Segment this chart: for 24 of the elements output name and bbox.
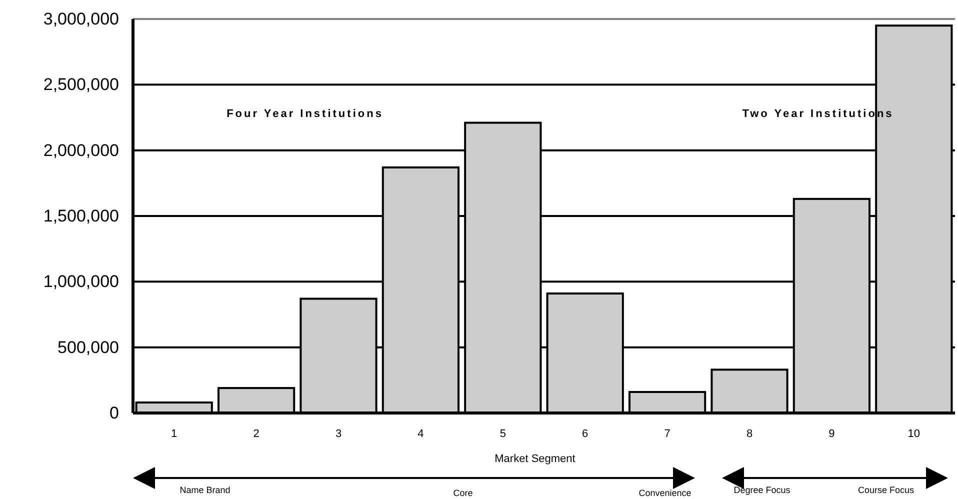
text: Convenience [638,488,692,498]
text: Degree Focus [734,485,791,495]
x-tick-label: 9 [828,428,835,440]
x-axis-title: Market Segment [494,453,576,465]
text: Course Focus [858,485,915,495]
x-tick-label: 5 [500,428,506,440]
text: Name Brand [180,485,230,495]
x-tick-label: 4 [418,428,424,440]
x-tick-label: 2 [253,428,260,440]
x-tick-label: 8 [746,428,753,440]
y-tick-label: 2,500,000 [43,75,119,94]
y-tick-label: 500,000 [58,338,119,357]
x-tick-label: 3 [335,428,342,440]
x-tick-label: 6 [582,428,588,440]
y-tick-label: 3,000,000 [43,9,119,28]
x-tick-label: 7 [664,428,670,440]
y-tick-label: 0 [110,403,119,422]
y-tick-label: 2,000,000 [43,140,119,160]
x-tick-label: 1 [171,428,178,440]
y-tick-label: 1,500,000 [43,206,119,226]
x-tick-label: 10 [908,428,920,440]
text: Core [453,488,473,498]
annotation: Four Year Institutions [226,108,384,120]
y-tick-label: 1,000,000 [43,272,119,292]
